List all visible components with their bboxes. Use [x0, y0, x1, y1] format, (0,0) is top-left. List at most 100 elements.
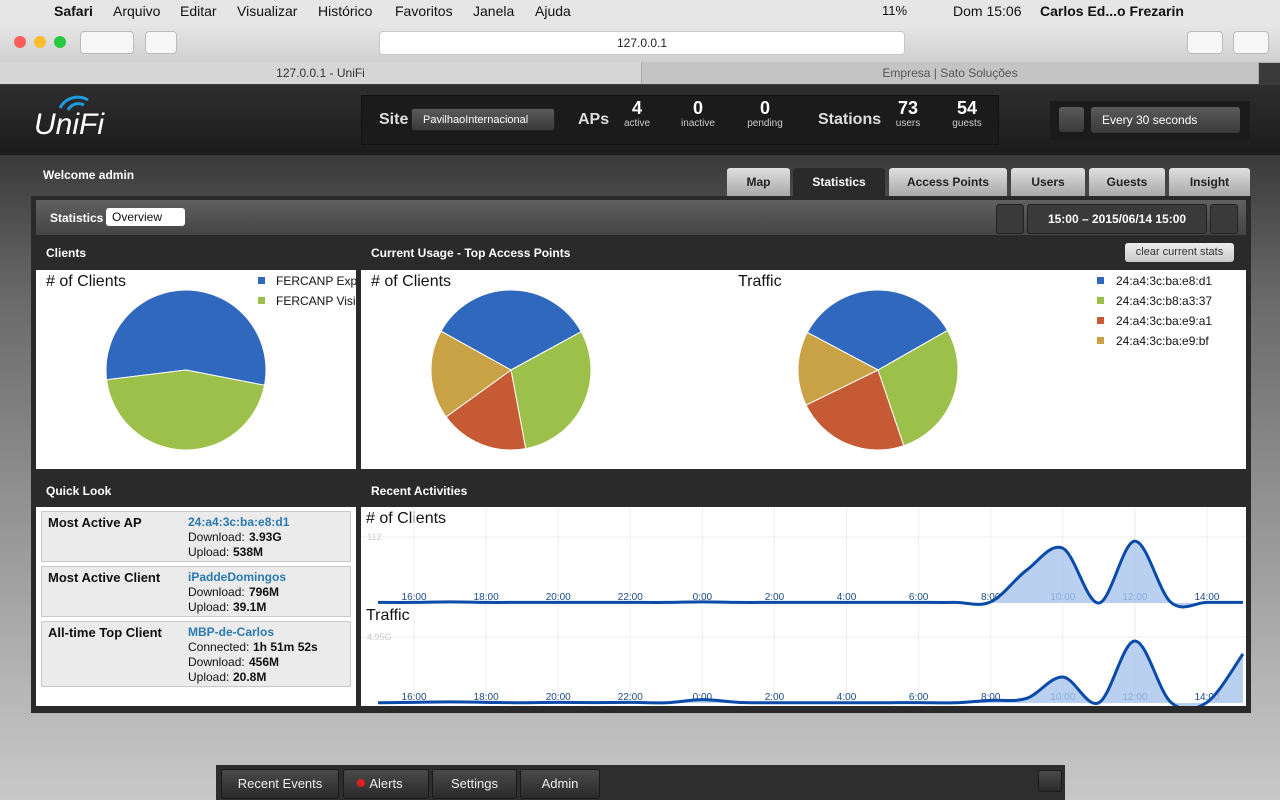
stat-value: 4: [631, 98, 642, 118]
menu-item[interactable]: Ajuda: [535, 3, 571, 19]
legend-label: FERCANP Exp: [276, 274, 356, 288]
quick-look-item: [41, 621, 351, 687]
next-button[interactable]: [1210, 204, 1238, 234]
item-label: Most Active Client: [48, 570, 161, 585]
legend-swatch: [1097, 297, 1104, 304]
chart-title: Traffic: [738, 273, 782, 290]
x-tick-label: 14:00: [1194, 692, 1219, 703]
bottom-button[interactable]: Recent Events: [221, 769, 339, 799]
legend-swatch: [1097, 317, 1104, 324]
nav-tab[interactable]: Access Points: [889, 168, 1007, 196]
x-tick-label: 20:00: [546, 692, 571, 703]
legend-swatch: [258, 297, 265, 304]
item-link[interactable]: MBP-de-Carlos: [188, 625, 275, 639]
app-menu[interactable]: Safari: [54, 3, 93, 19]
chart-title: # of Clients: [366, 510, 446, 527]
menu-bar: Safari Arquivo Editar Visualizar Históri…: [0, 0, 1280, 22]
nav-tab[interactable]: Map: [727, 168, 790, 196]
menu-item[interactable]: Editar: [180, 3, 217, 19]
y-tick-label: 4.95G: [367, 632, 392, 642]
menu-item[interactable]: Favoritos: [395, 3, 453, 19]
detail-label: Download:: [188, 585, 245, 599]
panel-header: Current Usage - Top Access Points: [361, 238, 1246, 268]
detail-value: 1h 51m 52s: [253, 640, 318, 654]
menu-item[interactable]: Arquivo: [113, 3, 161, 19]
stat-value: 0: [692, 98, 703, 118]
expand-button[interactable]: [1038, 770, 1062, 792]
stations-label: Stations: [818, 111, 882, 128]
zoom-button[interactable]: [54, 36, 66, 48]
prev-button[interactable]: [996, 204, 1024, 234]
battery[interactable]: 11%: [882, 3, 908, 18]
line: [377, 539, 1243, 609]
sidebar-button[interactable]: [145, 31, 177, 54]
close-button[interactable]: [14, 36, 26, 48]
detail-value: 456M: [249, 655, 280, 669]
tabs-button[interactable]: [1233, 31, 1269, 54]
bottom-button[interactable]: Admin: [520, 769, 600, 799]
item-label: Most Active AP: [48, 515, 142, 530]
legend-swatch: [1097, 337, 1104, 344]
stat-value: 54: [956, 98, 978, 118]
tab[interactable]: Empresa | Sato Soluções: [642, 62, 1259, 84]
bottom-button[interactable]: Settings: [432, 769, 517, 799]
legend-label: FERCANP Visi: [276, 294, 356, 308]
chart-title: Traffic: [366, 607, 410, 624]
menu-item[interactable]: Janela: [473, 3, 515, 19]
refresh-button[interactable]: [1059, 107, 1084, 132]
detail-label: Upload:: [188, 600, 230, 614]
x-tick-label: 16:00: [402, 592, 427, 603]
item-link[interactable]: 24:a4:3c:ba:e8:d1: [188, 515, 290, 529]
nav-tab[interactable]: Statistics: [793, 168, 885, 196]
item-link[interactable]: iPaddeDomingos: [188, 570, 287, 584]
clients-chart: # of Clients FERCANP Exp FERCANP Visi: [36, 270, 356, 469]
nav-tab[interactable]: Guests: [1089, 168, 1165, 196]
alert-dot: [357, 779, 365, 787]
logo: UniFi: [34, 95, 105, 141]
stat-label: users: [895, 118, 921, 129]
nav-tab[interactable]: Users: [1011, 168, 1085, 196]
chart-title: # of Clients: [371, 273, 451, 290]
pie-slice: [440, 289, 582, 371]
user[interactable]: Carlos Ed...o Frezarin: [1040, 3, 1184, 19]
logo-text: UniFi: [34, 108, 105, 141]
x-tick-label: 0:00: [693, 692, 713, 703]
share-button[interactable]: [1187, 31, 1223, 54]
x-tick-label: 6:00: [909, 692, 929, 703]
quick-look-item: [41, 566, 351, 617]
x-tick-label: 2:00: [765, 592, 785, 603]
welcome[interactable]: Welcome admin: [43, 168, 135, 182]
x-tick-label: 16:00: [402, 692, 427, 703]
menu-item[interactable]: Histórico: [318, 3, 373, 19]
refresh-select[interactable]: Every 30 seconds: [1091, 107, 1240, 133]
chart-title: # of Clients: [46, 273, 126, 290]
detail-value: 538M: [233, 545, 264, 559]
legend-label: 24:a4:3c:ba:e8:d1: [1116, 274, 1212, 288]
area: [378, 640, 1243, 706]
pie-slice: [106, 369, 266, 451]
x-tick-label: 6:00: [909, 592, 929, 603]
clear-stats-button[interactable]: clear current stats: [1125, 243, 1234, 262]
clock[interactable]: Dom 15:06: [953, 3, 1022, 19]
address-bar[interactable]: 127.0.0.1: [379, 31, 905, 55]
bottom-button[interactable]: Alerts: [343, 769, 429, 799]
minimize-button[interactable]: [34, 36, 46, 48]
detail-value: 796M: [249, 585, 280, 599]
nav-buttons[interactable]: [80, 31, 134, 54]
pie-slice: [510, 331, 592, 450]
stat-value: 0: [759, 98, 770, 118]
stat-value: 73: [897, 98, 919, 118]
detail-value: 3.93G: [249, 530, 282, 544]
time-range[interactable]: 15:00 – 2015/06/14 15:00: [1027, 204, 1207, 234]
tab[interactable]: 127.0.0.1 - UniFi: [0, 62, 642, 84]
menu-item[interactable]: Visualizar: [237, 3, 298, 19]
quick-look-item: [41, 511, 351, 562]
detail-label: Download:: [188, 655, 245, 669]
x-tick-label: 0:00: [693, 592, 713, 603]
x-tick-label: 22:00: [618, 692, 643, 703]
legend-label: 24:a4:3c:ba:e9:bf: [1116, 334, 1209, 348]
nav-tab[interactable]: Insight: [1169, 168, 1250, 196]
overview-select[interactable]: Overview: [106, 208, 185, 226]
site-select[interactable]: PavilhaoInternacional: [411, 108, 555, 131]
